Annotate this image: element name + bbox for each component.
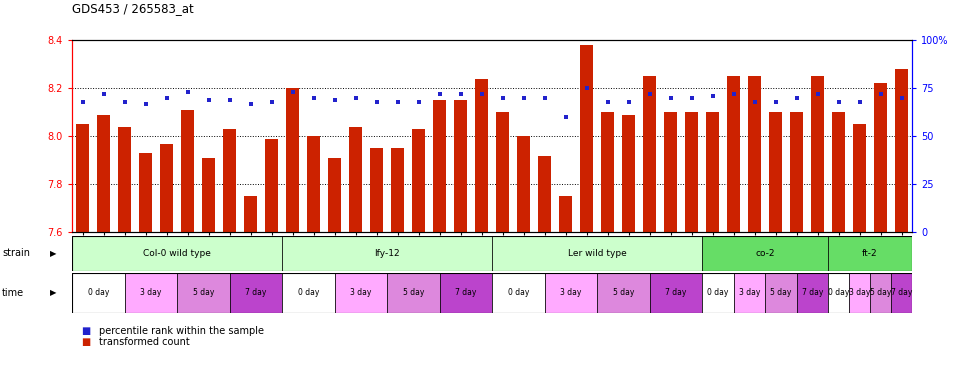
Bar — [849, 273, 870, 313]
Bar — [559, 197, 572, 232]
Bar — [622, 115, 635, 232]
Text: ■: ■ — [82, 326, 91, 336]
Text: ■: ■ — [82, 337, 91, 347]
Bar — [223, 129, 236, 232]
Bar — [870, 273, 891, 313]
Bar — [177, 273, 229, 313]
Bar — [282, 236, 492, 271]
Bar — [664, 112, 677, 232]
Bar — [118, 127, 131, 232]
Text: ▶: ▶ — [50, 288, 57, 297]
Bar — [76, 124, 88, 232]
Bar — [597, 273, 650, 313]
Bar — [125, 273, 177, 313]
Bar — [265, 139, 277, 232]
Bar — [811, 76, 824, 232]
Bar — [97, 115, 109, 232]
Text: 7 day: 7 day — [802, 288, 823, 297]
Bar — [544, 273, 597, 313]
Bar — [181, 110, 194, 232]
Text: 3 day: 3 day — [738, 288, 760, 297]
Text: ▶: ▶ — [50, 249, 57, 258]
Bar — [475, 79, 488, 232]
Text: GDS453 / 265583_at: GDS453 / 265583_at — [72, 1, 194, 15]
Bar — [72, 273, 125, 313]
Text: transformed count: transformed count — [99, 337, 190, 347]
Bar — [828, 236, 912, 271]
Bar — [412, 129, 424, 232]
Bar — [517, 137, 530, 232]
Text: lfy-12: lfy-12 — [374, 249, 399, 258]
Bar — [733, 273, 765, 313]
Bar — [349, 127, 362, 232]
Text: Col-0 wild type: Col-0 wild type — [143, 249, 211, 258]
Text: ft-2: ft-2 — [862, 249, 877, 258]
Bar — [282, 273, 334, 313]
Bar — [139, 153, 152, 232]
Text: 0 day: 0 day — [87, 288, 108, 297]
Bar — [650, 273, 702, 313]
Bar — [387, 273, 440, 313]
Bar — [307, 137, 320, 232]
Text: 0 day: 0 day — [708, 288, 729, 297]
Bar — [229, 273, 282, 313]
Bar — [832, 112, 845, 232]
Bar — [643, 76, 656, 232]
Text: 0 day: 0 day — [298, 288, 319, 297]
Bar — [875, 83, 887, 232]
Bar — [244, 197, 257, 232]
Bar — [72, 236, 282, 271]
Text: time: time — [2, 288, 24, 298]
Text: 7 day: 7 day — [245, 288, 267, 297]
Bar — [203, 158, 215, 232]
Bar — [797, 273, 828, 313]
Text: 7 day: 7 day — [665, 288, 686, 297]
Bar — [580, 45, 593, 232]
Text: 3 day: 3 day — [560, 288, 582, 297]
Text: 5 day: 5 day — [612, 288, 634, 297]
Text: 3 day: 3 day — [350, 288, 372, 297]
Bar — [891, 273, 912, 313]
Bar — [702, 236, 828, 271]
Text: 5 day: 5 day — [193, 288, 214, 297]
Bar — [769, 112, 781, 232]
Text: 3 day: 3 day — [849, 288, 870, 297]
Bar — [496, 112, 509, 232]
Text: 3 day: 3 day — [140, 288, 161, 297]
Bar — [828, 273, 849, 313]
Text: 5 day: 5 day — [870, 288, 891, 297]
Bar — [702, 273, 733, 313]
Bar — [601, 112, 613, 232]
Text: strain: strain — [2, 249, 30, 258]
Text: co-2: co-2 — [756, 249, 775, 258]
Bar — [707, 112, 719, 232]
Bar — [748, 76, 760, 232]
Bar — [160, 143, 173, 232]
Text: 7 day: 7 day — [455, 288, 476, 297]
Bar — [853, 124, 866, 232]
Text: 5 day: 5 day — [402, 288, 424, 297]
Bar — [728, 76, 740, 232]
Bar — [286, 88, 299, 232]
Bar — [454, 100, 467, 232]
Bar — [328, 158, 341, 232]
Bar — [765, 273, 797, 313]
Text: percentile rank within the sample: percentile rank within the sample — [99, 326, 264, 336]
Text: 5 day: 5 day — [770, 288, 791, 297]
Bar — [392, 148, 404, 232]
Bar — [492, 236, 702, 271]
Bar — [371, 148, 383, 232]
Bar — [433, 100, 445, 232]
Text: 7 day: 7 day — [891, 288, 912, 297]
Text: Ler wild type: Ler wild type — [567, 249, 626, 258]
Bar — [492, 273, 544, 313]
Bar — [539, 156, 551, 232]
Bar — [440, 273, 492, 313]
Text: 0 day: 0 day — [828, 288, 850, 297]
Text: 0 day: 0 day — [508, 288, 529, 297]
Bar — [685, 112, 698, 232]
Bar — [895, 69, 908, 232]
Bar — [790, 112, 803, 232]
Bar — [334, 273, 387, 313]
